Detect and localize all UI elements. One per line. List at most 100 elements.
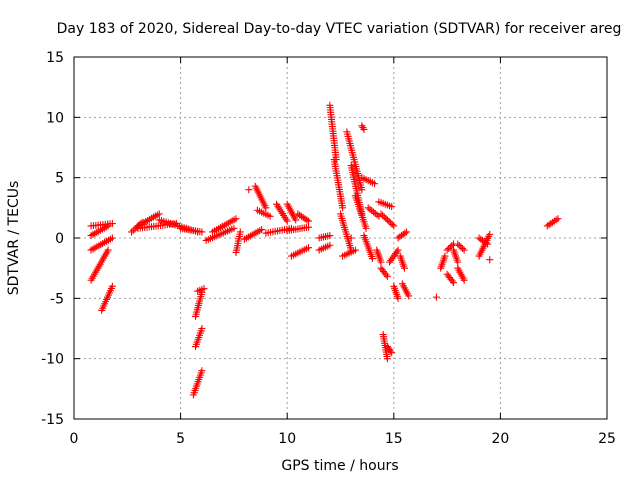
data-point — [326, 232, 334, 240]
data-point — [385, 217, 393, 225]
data-point — [455, 242, 463, 250]
data-point — [390, 222, 398, 230]
data-point — [383, 355, 391, 363]
data-point — [393, 248, 401, 256]
data-point — [236, 228, 244, 236]
x-tick-label: 0 — [70, 431, 79, 447]
data-point — [379, 211, 387, 219]
data-point — [486, 230, 494, 238]
data-point — [347, 234, 355, 242]
data-point — [305, 244, 313, 252]
data-point — [445, 245, 453, 253]
data-point — [360, 125, 368, 133]
data-point — [262, 204, 270, 212]
data-point — [230, 224, 238, 232]
data-point — [362, 224, 370, 232]
data-points — [87, 101, 562, 399]
y-tick-labels: -15 -10 -5 0 5 10 15 — [41, 50, 64, 428]
data-point — [394, 294, 402, 302]
data-point — [301, 215, 309, 223]
data-point — [454, 258, 462, 266]
data-point — [305, 217, 313, 225]
data-point — [401, 229, 409, 237]
data-point — [358, 186, 366, 194]
data-point — [403, 228, 411, 236]
data-point — [266, 212, 274, 220]
data-point — [283, 217, 291, 225]
data-point — [371, 180, 379, 188]
data-point — [104, 222, 112, 230]
data-point — [294, 210, 302, 218]
data-point — [460, 276, 468, 284]
data-point — [405, 292, 413, 300]
data-point — [443, 246, 451, 254]
x-tick-label: 15 — [385, 431, 403, 447]
data-point — [198, 325, 206, 332]
data-point — [394, 246, 402, 254]
x-tick-label: 10 — [278, 431, 296, 447]
data-point — [457, 243, 465, 251]
data-point — [258, 226, 266, 234]
y-tick-label: -10 — [41, 352, 64, 368]
data-point — [303, 216, 311, 224]
plot-frame — [73, 56, 608, 420]
data-point — [448, 242, 456, 250]
x-tick-label: 5 — [176, 431, 185, 447]
y-tick-label: -5 — [50, 291, 64, 307]
data-point — [550, 217, 558, 225]
data-point — [460, 246, 468, 254]
data-point — [454, 240, 462, 248]
data-point — [449, 279, 457, 287]
data-point — [339, 204, 347, 212]
data-point — [377, 210, 385, 218]
data-point — [129, 226, 137, 234]
data-point — [104, 246, 112, 254]
data-point — [232, 215, 240, 223]
data-point — [292, 216, 300, 224]
data-point — [108, 220, 116, 228]
data-point — [543, 222, 551, 230]
data-point — [364, 204, 372, 212]
data-point — [366, 205, 374, 213]
x-tick-labels: 0 5 10 15 20 25 — [70, 431, 616, 447]
x-tick-label: 25 — [598, 431, 616, 447]
y-tick-label: 15 — [46, 50, 64, 66]
data-point — [198, 228, 206, 236]
data-point — [448, 277, 456, 285]
data-point — [554, 215, 562, 223]
data-point — [549, 218, 557, 226]
data-point — [368, 255, 376, 263]
data-point — [382, 271, 390, 279]
data-point — [370, 208, 378, 216]
data-point — [380, 213, 388, 221]
data-point — [388, 220, 396, 228]
data-point — [552, 216, 560, 224]
data-point — [387, 219, 395, 227]
data-point — [441, 252, 449, 260]
data-point — [296, 211, 304, 219]
data-point — [245, 186, 253, 194]
data-point — [446, 243, 454, 251]
data-point — [400, 264, 408, 272]
data-point — [198, 367, 206, 375]
data-point — [388, 349, 396, 357]
data-point — [486, 256, 494, 264]
data-point — [326, 241, 334, 249]
data-point — [387, 347, 395, 355]
data-point — [297, 212, 305, 220]
y-tick-label: 10 — [46, 110, 64, 126]
data-point — [200, 285, 208, 293]
x-axis-label: GPS time / hours — [281, 458, 398, 474]
data-point — [155, 210, 163, 218]
data-point — [432, 293, 440, 301]
data-point — [383, 273, 391, 281]
y-tick-label: 0 — [55, 231, 64, 247]
data-point — [368, 207, 376, 215]
data-point — [383, 216, 391, 224]
data-point — [377, 258, 385, 266]
data-point — [482, 239, 490, 247]
y-tick-label: -15 — [41, 412, 64, 428]
data-point — [459, 245, 467, 253]
